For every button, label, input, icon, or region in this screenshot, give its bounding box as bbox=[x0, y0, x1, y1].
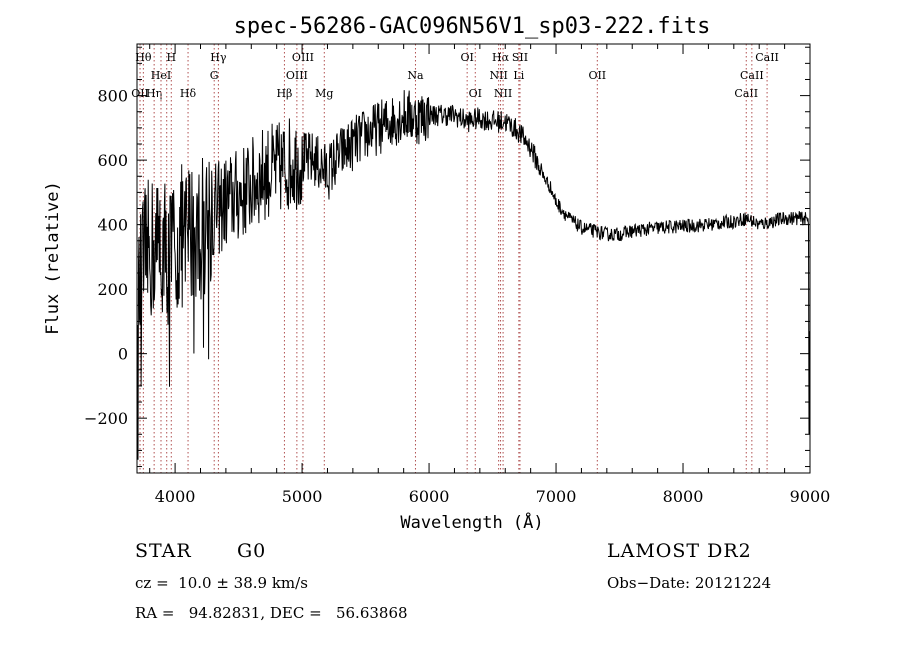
coordinates-readout: RA = 94.82831, DEC = 56.63868 bbox=[135, 604, 408, 622]
spectral-line-label: OIII bbox=[286, 69, 308, 82]
spectral-line-label: CaII bbox=[734, 87, 758, 100]
y-tick-label: −200 bbox=[84, 409, 128, 428]
y-tick-label: 200 bbox=[97, 280, 128, 299]
spectral-line-label: OIII bbox=[292, 51, 314, 64]
x-tick-label: 6000 bbox=[409, 487, 450, 506]
x-axis-label: Wavelength (Å) bbox=[400, 511, 543, 533]
spectral-line-label: OII bbox=[131, 87, 149, 100]
spectral-line-label: CaII bbox=[755, 51, 779, 64]
spectral-line-label: Hβ bbox=[276, 87, 292, 100]
spectral-line-label: Hα bbox=[492, 51, 510, 64]
plot-frame bbox=[136, 43, 811, 474]
x-tick-label: 9000 bbox=[790, 487, 831, 506]
spectrum-line bbox=[137, 90, 810, 460]
y-tick-label: 400 bbox=[97, 216, 128, 235]
spectral-line-label: Hθ bbox=[135, 51, 152, 64]
x-tick-label: 8000 bbox=[663, 487, 704, 506]
spectral-line-label: Na bbox=[407, 69, 424, 82]
x-tick-label: 4000 bbox=[155, 487, 196, 506]
x-tick-label: 5000 bbox=[282, 487, 323, 506]
spectral-line-label: SII bbox=[512, 51, 528, 64]
spectral-line-label: OII bbox=[588, 69, 606, 82]
observation-date: Obs−Date: 20121224 bbox=[607, 574, 772, 592]
y-tick-label: 600 bbox=[97, 151, 128, 170]
spectral-line-label: CaII bbox=[740, 69, 764, 82]
spectral-line-label: H bbox=[166, 51, 176, 64]
spectral-line-label: NII bbox=[494, 87, 512, 100]
x-tick-label: 7000 bbox=[536, 487, 577, 506]
y-axis-label: Flux (relative) bbox=[43, 181, 63, 335]
spectral-line-label: G bbox=[210, 69, 219, 82]
y-tick-label: 800 bbox=[97, 87, 128, 106]
spectral-line-label: OI bbox=[460, 51, 473, 64]
spectral-line-label: Hδ bbox=[180, 87, 197, 100]
spectral-line-label: OI bbox=[469, 87, 482, 100]
object-class: STAR bbox=[135, 540, 192, 562]
survey-name: LAMOST DR2 bbox=[607, 540, 752, 562]
chart-title: spec-56286-GAC096N56V1_sp03-222.fits bbox=[234, 14, 711, 39]
redshift-readout: cz = 10.0 ± 38.9 km/s bbox=[135, 574, 308, 592]
spectral-line-label: HeI bbox=[151, 69, 171, 82]
spectral-line-label: NII bbox=[489, 69, 507, 82]
spectral-line-label: Li bbox=[513, 69, 524, 82]
object-subclass: G0 bbox=[237, 540, 267, 562]
spectral-line-label: Mg bbox=[315, 87, 333, 100]
y-tick-label: 0 bbox=[118, 345, 128, 364]
spectral-line-label: Hη bbox=[146, 87, 162, 100]
spectral-line-label: Hγ bbox=[210, 51, 227, 64]
